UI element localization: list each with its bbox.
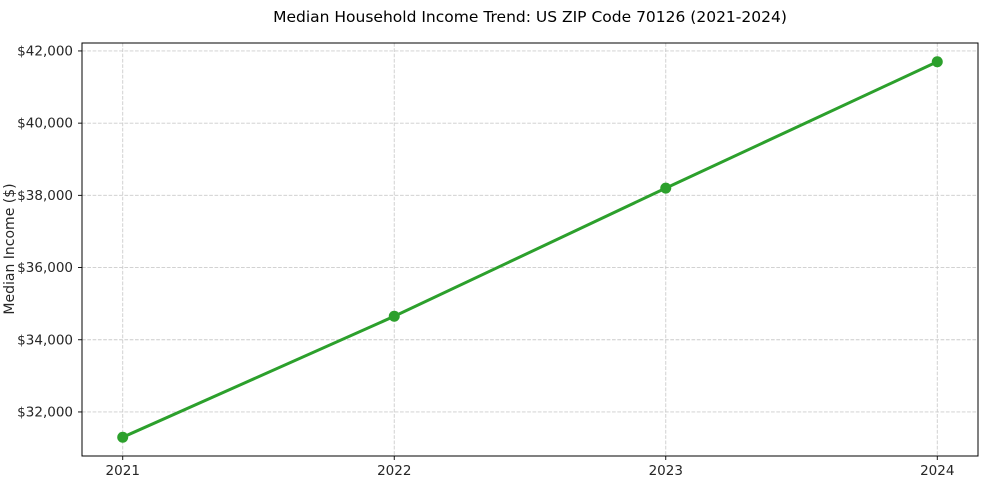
data-line bbox=[121, 60, 939, 439]
y-axis-label: Median Income ($) bbox=[2, 183, 18, 314]
y-tick-label: $34,000 bbox=[17, 332, 73, 348]
data-point bbox=[660, 182, 672, 194]
data-point bbox=[388, 310, 400, 322]
axis-layer: $32,000 $34,000 $36,000 $38,000 $40,000 $42,0… bbox=[17, 42, 979, 479]
data-point bbox=[931, 56, 943, 68]
y-tick-label: $40,000 bbox=[17, 116, 73, 132]
y-tick-label: $38,000 bbox=[17, 188, 73, 204]
x-tick-label: 2022 bbox=[377, 463, 411, 479]
x-tick-label: 2023 bbox=[649, 463, 683, 479]
x-tick-label: 2021 bbox=[106, 463, 140, 479]
grid-layer bbox=[82, 43, 978, 456]
data-point bbox=[117, 431, 129, 443]
y-tick-label: $36,000 bbox=[17, 260, 73, 276]
y-tick-label: $32,000 bbox=[17, 404, 73, 420]
plot-border bbox=[81, 42, 979, 457]
data-series-layer bbox=[117, 56, 943, 443]
chart-title: Median Household Income Trend: US ZIP Co… bbox=[273, 8, 787, 26]
x-tick-label: 2024 bbox=[920, 463, 954, 479]
y-tick-label: $42,000 bbox=[17, 43, 73, 59]
